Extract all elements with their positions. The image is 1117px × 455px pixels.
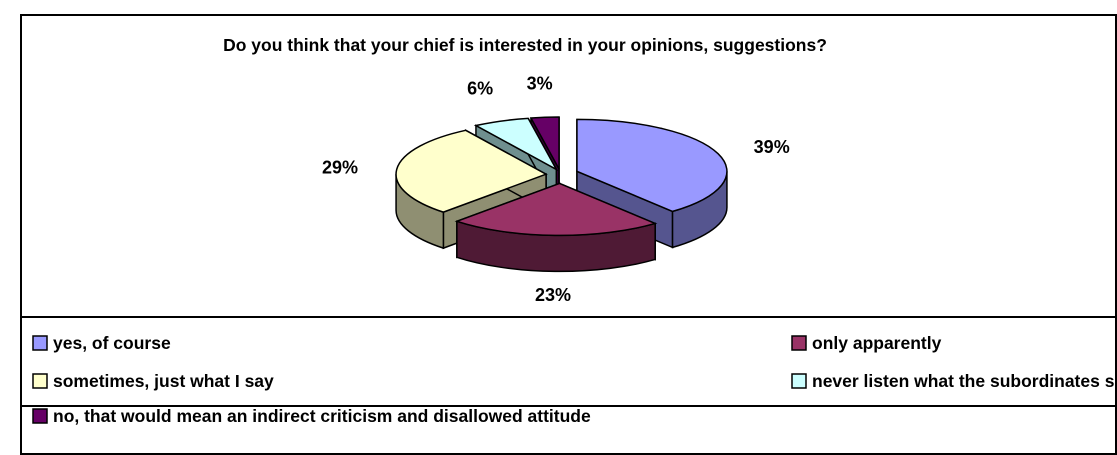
legend-label: sometimes, just what I say xyxy=(53,371,274,391)
legend-label: yes, of course xyxy=(53,333,171,353)
data-label: 6% xyxy=(467,79,493,99)
slice-top xyxy=(395,129,548,213)
legend-label: only apparently xyxy=(812,333,942,353)
legend: yes, of course only apparently sometimes, … xyxy=(32,333,1117,426)
legend-swatch xyxy=(32,408,48,424)
legend-swatch xyxy=(32,335,48,351)
pie-slices xyxy=(395,116,728,273)
slice-top xyxy=(529,116,560,170)
legend-swatch xyxy=(791,373,807,389)
slice-top xyxy=(576,118,728,213)
slice-top xyxy=(454,182,658,237)
legend-item: only apparently xyxy=(791,333,942,353)
legend-swatch xyxy=(32,373,48,389)
chart-title: Do you think that your chief is interest… xyxy=(223,35,827,55)
data-label: 3% xyxy=(527,74,553,94)
data-label: 23% xyxy=(535,285,571,305)
legend-swatch xyxy=(791,335,807,351)
data-label: 39% xyxy=(754,137,790,157)
legend-area xyxy=(20,316,1117,407)
legend-label: no, that would mean an indirect criticis… xyxy=(53,406,591,426)
footer-area xyxy=(20,405,1117,455)
legend-item: no, that would mean an indirect criticis… xyxy=(32,406,591,426)
data-labels: 39% 23% 29% 6% 3% xyxy=(322,74,790,306)
legend-item: yes, of course xyxy=(32,333,171,353)
slice-top xyxy=(473,117,559,172)
pie-slice-2 xyxy=(454,182,658,273)
legend-label: never listen what the subordinates say xyxy=(812,371,1117,391)
legend-item: never listen what the subordinates say xyxy=(791,371,1117,391)
data-label: 29% xyxy=(322,157,358,177)
legend-item: sometimes, just what I say xyxy=(32,371,274,391)
